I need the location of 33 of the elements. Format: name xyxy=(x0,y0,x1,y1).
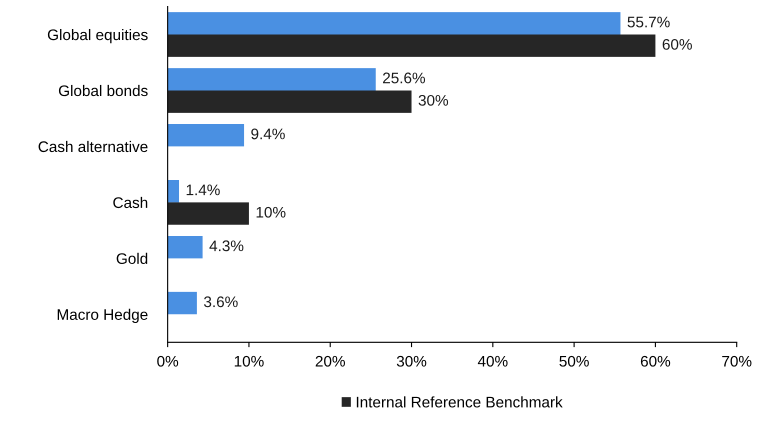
y-tick-label: Global equities xyxy=(48,28,148,44)
y-tick-label: Cash alternative xyxy=(38,140,148,152)
data-label: 9.4% xyxy=(251,128,285,140)
x-tick-label: 40% xyxy=(478,356,508,367)
bar xyxy=(168,68,376,90)
bar xyxy=(168,236,203,258)
data-label: 25.6% xyxy=(383,72,426,84)
data-label: 55.7% xyxy=(628,16,670,28)
data-label: 30% xyxy=(418,94,448,106)
x-tick-label: 30% xyxy=(396,356,426,367)
y-tick-label: Cash xyxy=(113,196,148,208)
x-tick-label: 50% xyxy=(559,356,589,367)
bar xyxy=(168,292,197,314)
bar xyxy=(168,202,249,225)
legend-label: Internal Reference Benchmark xyxy=(356,396,563,408)
x-tick-label: 20% xyxy=(316,356,345,367)
data-label: 60% xyxy=(662,38,692,50)
x-tick-label: 10% xyxy=(234,356,264,367)
data-label: 3.6% xyxy=(204,296,238,308)
x-tick-label: 0% xyxy=(157,356,178,367)
data-label: 1.4% xyxy=(186,184,220,196)
bar xyxy=(168,12,620,35)
bar xyxy=(168,180,180,202)
y-tick-label: Gold xyxy=(116,252,148,264)
x-tick-label: 70% xyxy=(722,356,752,367)
bar xyxy=(168,124,244,146)
bar xyxy=(168,34,656,57)
data-label: 4.3% xyxy=(209,240,244,252)
bar xyxy=(168,90,412,113)
x-tick-label: 60% xyxy=(640,356,670,367)
y-tick-label: Global bonds xyxy=(58,84,148,96)
data-label: 10% xyxy=(256,206,286,218)
y-tick-label: Macro Hedge xyxy=(58,308,148,323)
